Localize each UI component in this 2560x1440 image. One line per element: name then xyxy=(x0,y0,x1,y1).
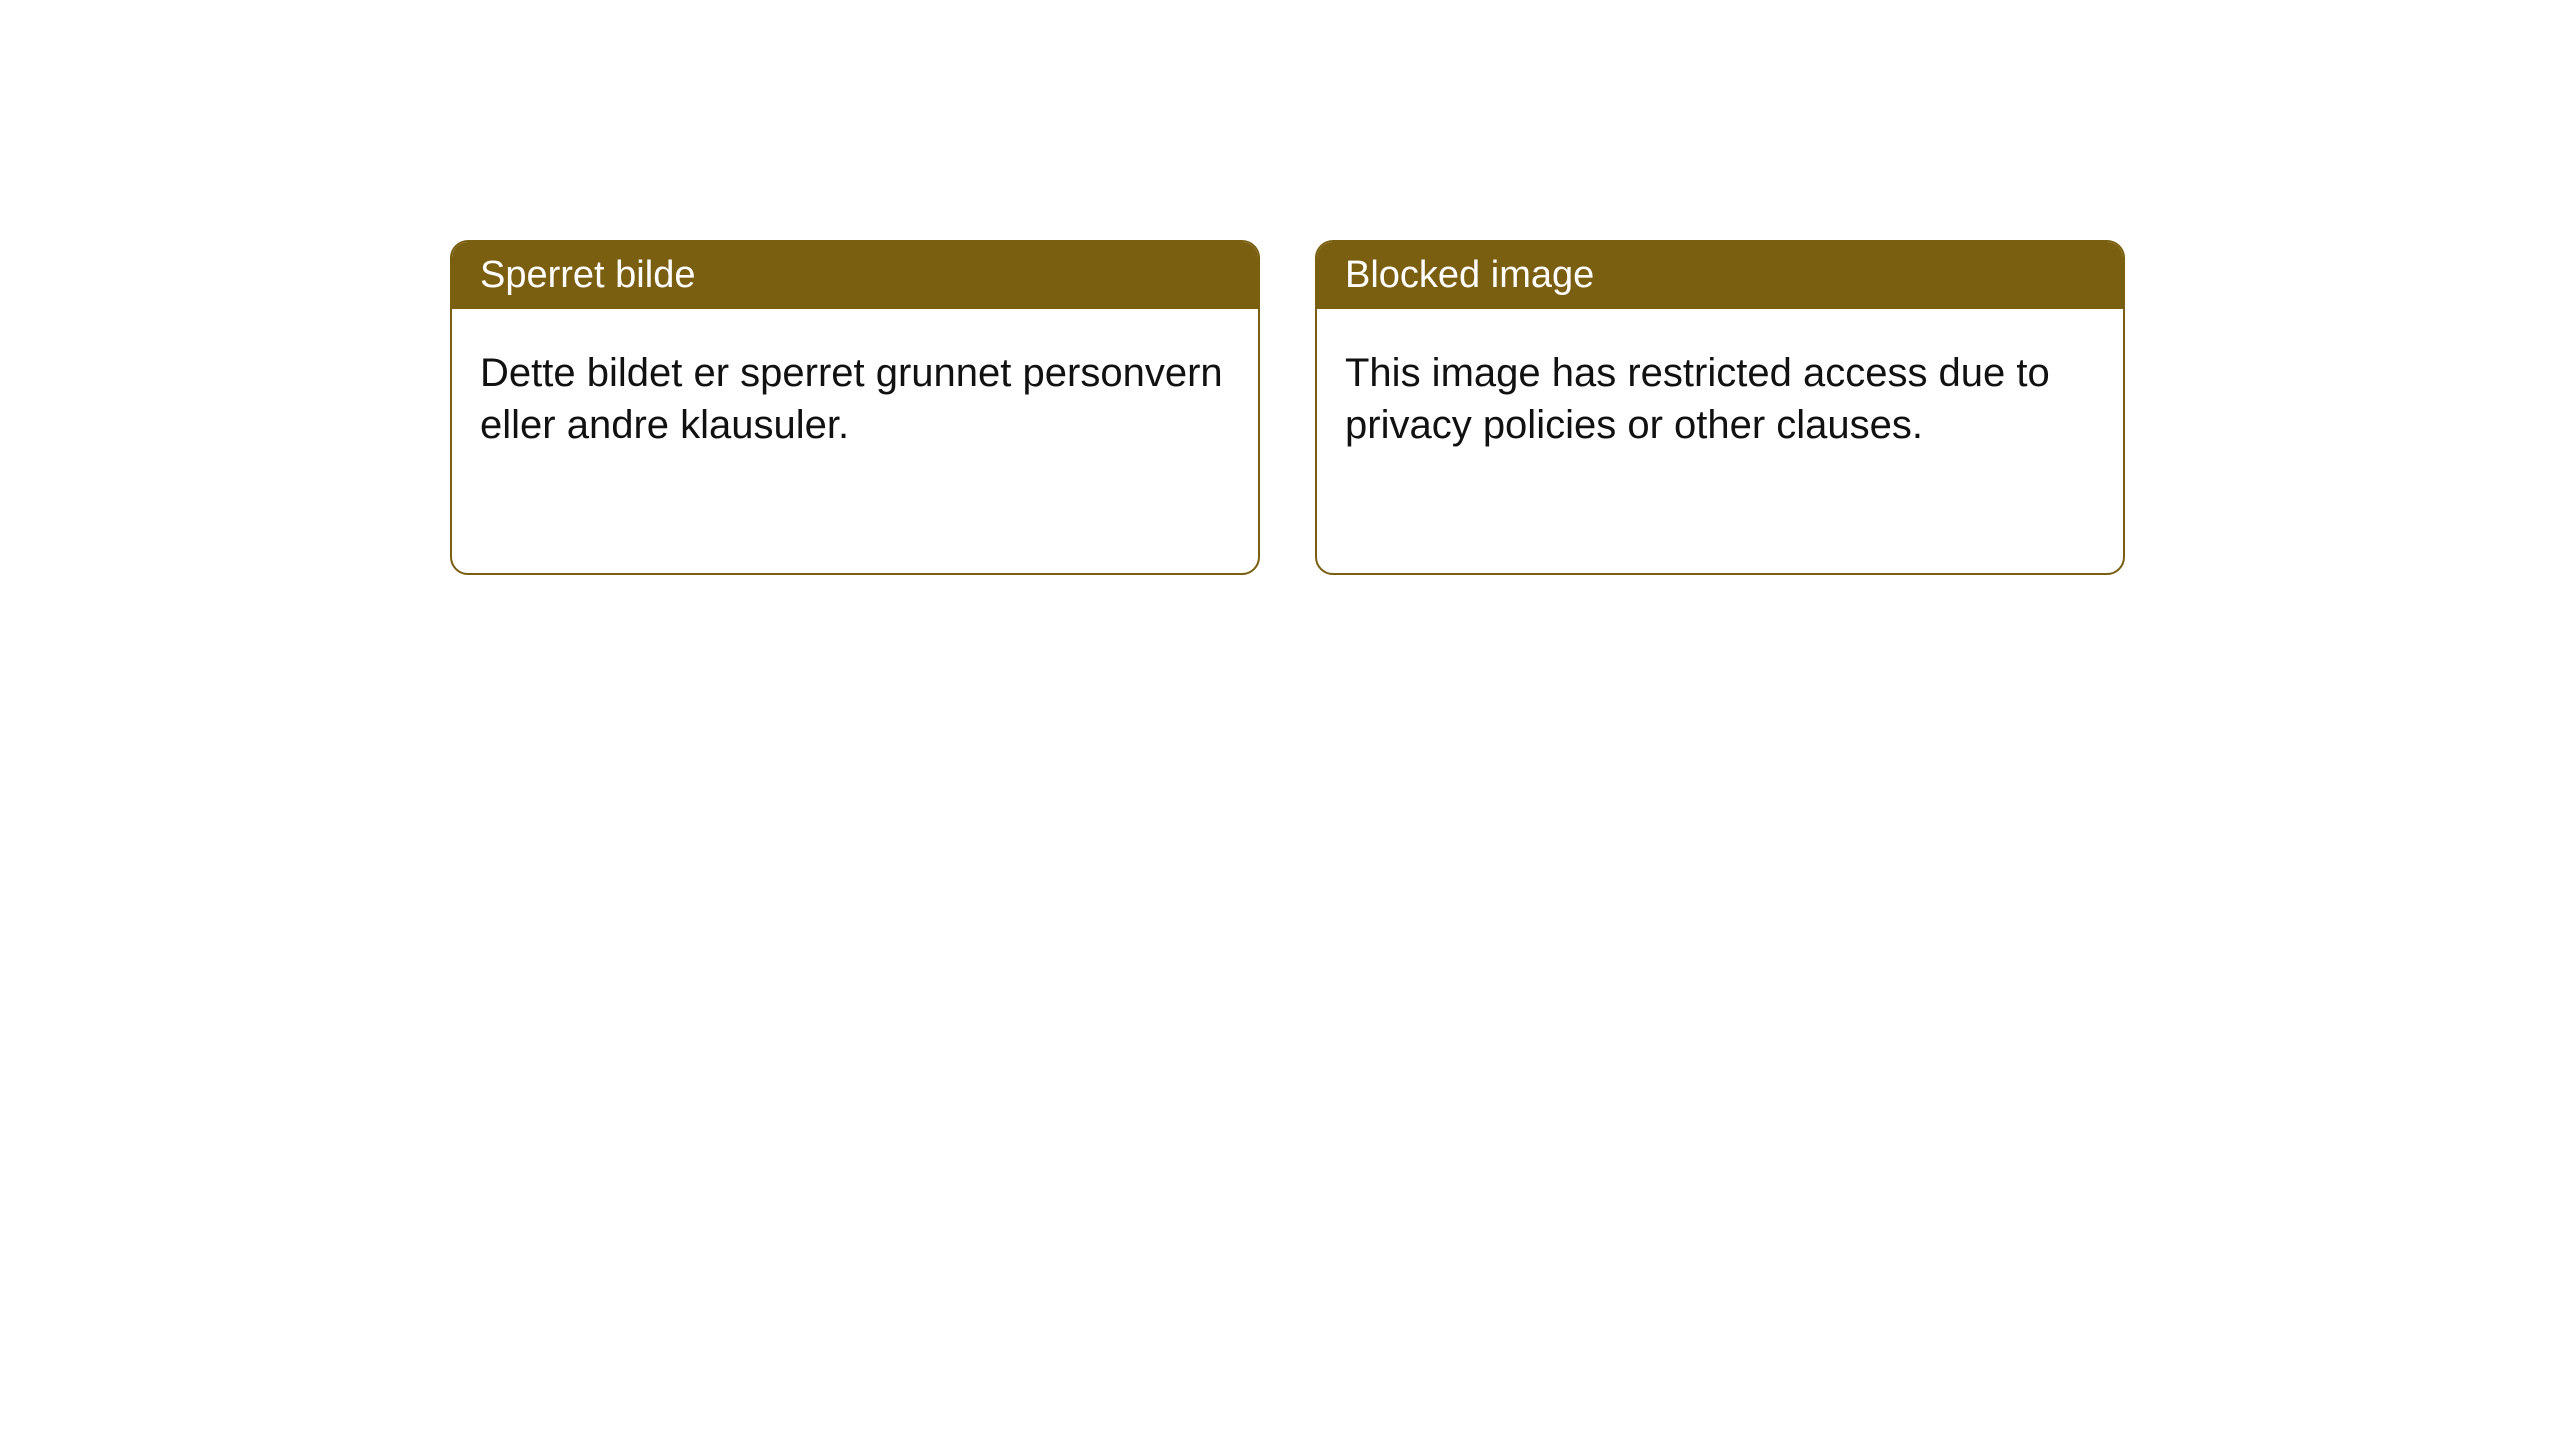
notice-body: Dette bildet er sperret grunnet personve… xyxy=(452,309,1258,489)
notice-header: Sperret bilde xyxy=(452,242,1258,309)
notice-box-norwegian: Sperret bilde Dette bildet er sperret gr… xyxy=(450,240,1260,575)
notice-container: Sperret bilde Dette bildet er sperret gr… xyxy=(450,240,2560,575)
notice-body: This image has restricted access due to … xyxy=(1317,309,2123,489)
notice-header: Blocked image xyxy=(1317,242,2123,309)
notice-box-english: Blocked image This image has restricted … xyxy=(1315,240,2125,575)
